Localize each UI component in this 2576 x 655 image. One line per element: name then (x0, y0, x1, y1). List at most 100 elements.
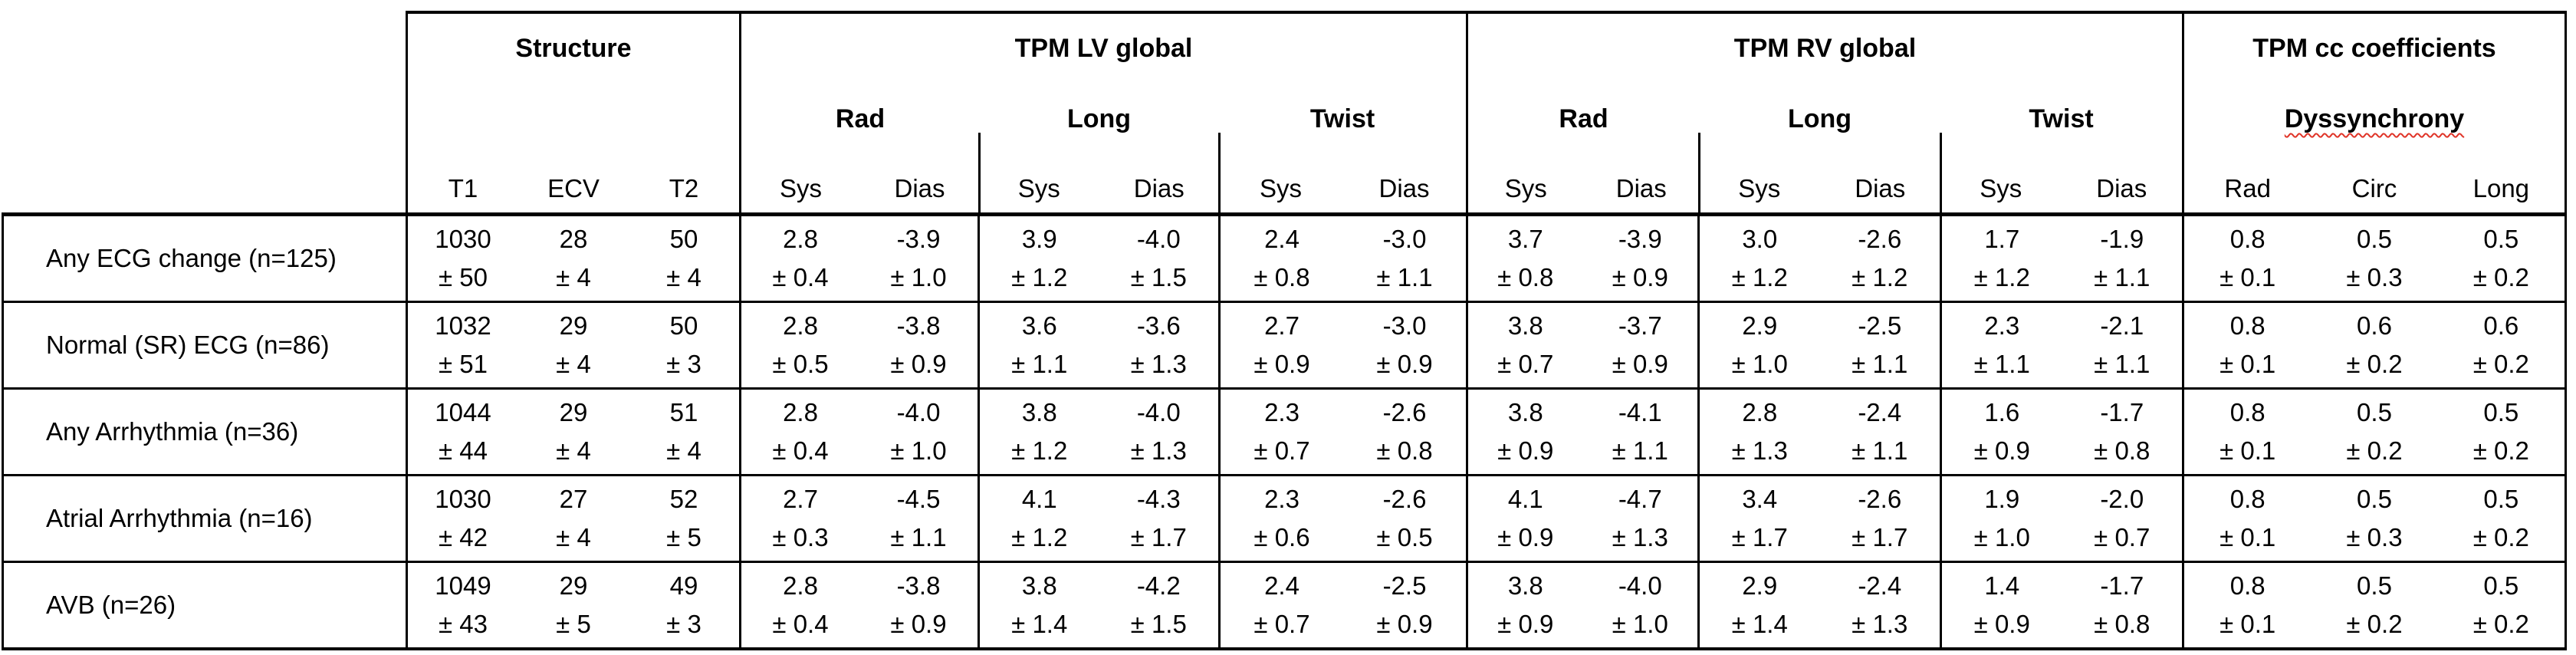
cell-value: 0.5 (2483, 398, 2519, 426)
lv-twist-cells: 2.4 ± 0.8 -3.0 ± 1.1 (1218, 216, 1466, 301)
col-header-sys: Sys (1017, 174, 1060, 202)
value-cell-t2: 50 ± 3 (629, 303, 739, 387)
cell-error: ± 4 (556, 350, 591, 378)
cell-value: -3.6 (1136, 311, 1181, 340)
value-cell-rv-rad-sys: 3.8 ± 0.7 (1468, 303, 1583, 387)
value-cell-lv-long-sys: 3.9 ± 1.2 (980, 216, 1099, 301)
col-header-sys: Sys (1260, 174, 1303, 202)
cell-value: 4.1 (1507, 485, 1543, 513)
col-header-cc-rad: Rad (2224, 174, 2271, 202)
cell-value: -1.9 (2100, 225, 2144, 253)
table-row: Atrial Arrhythmia (n=16) 1030 ± 42 27 ± 4 … (2, 476, 2567, 563)
cell-error: ± 1.2 (1011, 523, 1068, 551)
value-cell-rv-long-sys: 2.9 ± 1.4 (1700, 563, 1820, 647)
rv-rad-cells: 3.8 ± 0.7 -3.7 ± 0.9 (1466, 303, 1697, 387)
value-cell-rv-long-sys: 3.0 ± 1.2 (1700, 216, 1820, 301)
col-header-t2: T2 (669, 174, 699, 202)
cell-value: -4.3 (1136, 485, 1181, 513)
value-cell-lv-long-dias: -4.0 ± 1.5 (1099, 216, 1219, 301)
rv-rad-cells: 3.8 ± 0.9 -4.1 ± 1.1 (1466, 390, 1697, 474)
cell-value: 1.6 (1984, 398, 2020, 426)
cell-error: ± 0.1 (2220, 263, 2276, 291)
cell-value: 50 (669, 225, 698, 253)
cell-value: 50 (669, 311, 698, 340)
value-cell-rv-rad-sys: 4.1 ± 0.9 (1468, 476, 1583, 561)
column-group-tpm-lv-global: TPM LV global Rad Sys Dias Long Sys Dia (739, 11, 1466, 212)
cell-error: ± 3 (666, 610, 702, 638)
value-cell-rv-long-dias: -2.4 ± 1.1 (1820, 390, 1940, 474)
cell-value: 1030 (435, 485, 491, 513)
lv-rad-cells: 2.8 ± 0.5 -3.8 ± 0.9 (739, 303, 978, 387)
value-cell-lv-twist-dias: -2.6 ± 0.8 (1343, 390, 1466, 474)
cell-error: ± 4 (556, 523, 591, 551)
value-cell-rv-twist-dias: -2.1 ± 1.1 (2062, 303, 2183, 387)
value-cell-cc-long: 0.5 ± 0.2 (2438, 216, 2564, 301)
cell-error: ± 0.4 (772, 436, 829, 465)
cell-error: ± 0.2 (2472, 523, 2529, 551)
value-cell-cc-long: 0.5 ± 0.2 (2438, 476, 2564, 561)
cell-value: 2.8 (783, 571, 818, 600)
lv-twist-cells: 2.4 ± 0.7 -2.5 ± 0.9 (1218, 563, 1466, 647)
cell-value: -2.5 (1858, 311, 1902, 340)
cell-error: ± 1.1 (1612, 436, 1668, 465)
table-row: AVB (n=26) 1049 ± 43 29 ± 5 49 ± 3 2.8 ± 0.4… (2, 563, 2567, 647)
cell-error: ± 0.8 (2094, 610, 2150, 638)
cell-error: ± 0.3 (772, 523, 829, 551)
value-cell-cc-long: 0.5 ± 0.2 (2438, 563, 2564, 647)
cell-error: ± 0.8 (2094, 436, 2150, 465)
cell-value: -4.1 (1618, 398, 1662, 426)
table-body: Any ECG change (n=125) 1030 ± 50 28 ± 4 50… (2, 216, 2567, 647)
cell-error: ± 1.1 (1973, 350, 2030, 378)
cell-value: -2.6 (1382, 398, 1427, 426)
cell-value: -3.9 (896, 225, 941, 253)
cc-cells: 0.8 ± 0.1 0.5 ± 0.2 0.5 ± 0.2 (2182, 563, 2567, 647)
rv-long-cells: 3.0 ± 1.2 -2.6 ± 1.2 (1697, 216, 1940, 301)
cell-value: -4.0 (1136, 398, 1181, 426)
cell-value: 3.8 (1021, 398, 1057, 426)
cell-error: ± 0.9 (890, 350, 947, 378)
cell-value: 0.8 (2229, 311, 2266, 340)
lv-long-cells: 3.9 ± 1.2 -4.0 ± 1.5 (978, 216, 1218, 301)
cell-error: ± 0.1 (2220, 436, 2276, 465)
cell-error: ± 0.9 (1497, 610, 1554, 638)
cell-error: ± 0.2 (2472, 436, 2529, 465)
value-cell-rv-rad-dias: -4.1 ± 1.1 (1583, 390, 1698, 474)
column-group-tpm-cc-coefficients: TPM cc coefficients Dyssynchrony Rad Cir… (2182, 11, 2567, 212)
value-cell-lv-rad-sys: 2.7 ± 0.3 (741, 476, 859, 561)
cell-value: 0.8 (2229, 225, 2266, 253)
lv-long-cells: 3.8 ± 1.2 -4.0 ± 1.3 (978, 390, 1218, 474)
value-cell-ecv: 29 ± 5 (518, 563, 629, 647)
cell-error: ± 1.4 (1731, 610, 1788, 638)
cell-error: ± 0.9 (1376, 610, 1433, 638)
cell-value: -2.1 (2100, 311, 2144, 340)
cell-error: ± 1.7 (1130, 523, 1187, 551)
cell-value: 0.5 (2483, 485, 2519, 513)
cell-error: ± 0.8 (1497, 263, 1554, 291)
value-cell-lv-twist-dias: -2.6 ± 0.5 (1343, 476, 1466, 561)
col-header-sys: Sys (1980, 174, 2022, 202)
cell-value: 29 (559, 398, 588, 426)
cell-error: ± 0.1 (2220, 523, 2276, 551)
value-cell-lv-rad-sys: 2.8 ± 0.4 (741, 563, 859, 647)
value-cell-rv-twist-sys: 1.4 ± 0.9 (1942, 563, 2062, 647)
cell-error: ± 0.9 (1497, 436, 1554, 465)
lv-rad-cells: 2.7 ± 0.3 -4.5 ± 1.1 (739, 476, 978, 561)
rv-long-cells: 3.4 ± 1.7 -2.6 ± 1.7 (1697, 476, 1940, 561)
cell-value: -2.4 (1858, 571, 1902, 600)
cell-value: 1049 (435, 571, 491, 600)
cell-value: 3.9 (1021, 225, 1057, 253)
value-cell-rv-long-sys: 2.8 ± 1.3 (1700, 390, 1820, 474)
value-cell-t1: 1044 ± 44 (408, 390, 518, 474)
value-cell-cc-rad: 0.8 ± 0.1 (2184, 216, 2311, 301)
cell-value: 1030 (435, 225, 491, 253)
value-cell-t1: 1030 ± 50 (408, 216, 518, 301)
value-cell-rv-twist-dias: -1.7 ± 0.8 (2062, 563, 2183, 647)
subgroup-lv-rad: Rad Sys Dias (741, 14, 979, 212)
cell-error: ± 1.1 (1011, 350, 1068, 378)
cell-error: ± 1.0 (890, 263, 947, 291)
cell-error: ± 1.2 (1973, 263, 2030, 291)
cell-error: ± 0.7 (2094, 523, 2150, 551)
value-cell-cc-circ: 0.5 ± 0.3 (2311, 216, 2437, 301)
value-cell-lv-twist-dias: -2.5 ± 0.9 (1343, 563, 1466, 647)
subgroup-lv-twist: Twist Sys Dias (1218, 14, 1466, 212)
